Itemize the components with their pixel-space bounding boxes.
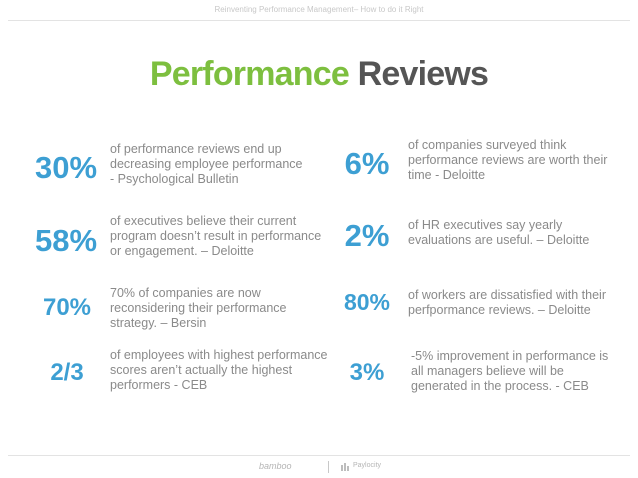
footer-divider — [8, 455, 630, 456]
stat-value-2-3: 2/3 — [50, 359, 84, 386]
stat-description: of employees with highest performance sc… — [110, 348, 328, 392]
bamboo-logo: bamboo — [259, 461, 292, 471]
header-text: Reinventing Performance Management– How … — [214, 5, 424, 14]
footer: bamboo Paylocity — [0, 461, 638, 475]
page-title: Performance Reviews — [0, 55, 638, 94]
stat-value-70: 70% — [42, 294, 92, 321]
stat-description: of performance reviews end up decreasing… — [110, 142, 303, 186]
footer-separator — [328, 461, 329, 473]
title-word-reviews: Reviews — [357, 55, 489, 93]
stat-value-58: 58% — [34, 223, 98, 258]
header-divider — [8, 20, 630, 21]
stat-value-2: 2% — [344, 218, 390, 253]
title-word-performance: Performance — [149, 55, 350, 93]
paylocity-logo: Paylocity — [353, 462, 382, 469]
stat-description: of executives believe their current prog… — [110, 214, 322, 258]
paylocity-icon — [341, 463, 349, 471]
stat-description: 70% of companies are now reconsidering t… — [110, 286, 287, 330]
stat-description: of HR executives say yearly evaluations … — [408, 218, 590, 247]
stat-value-80: 80% — [343, 289, 391, 315]
stat-description: of companies surveyed think performance … — [408, 138, 608, 182]
stat-value-3: 3% — [349, 359, 385, 386]
stat-description: -5% improvement in performance is all ma… — [411, 349, 609, 393]
stat-description: of workers are dissatisfied with their p… — [408, 288, 606, 317]
stat-value-30: 30% — [34, 150, 98, 185]
stat-value-6: 6% — [344, 146, 390, 181]
